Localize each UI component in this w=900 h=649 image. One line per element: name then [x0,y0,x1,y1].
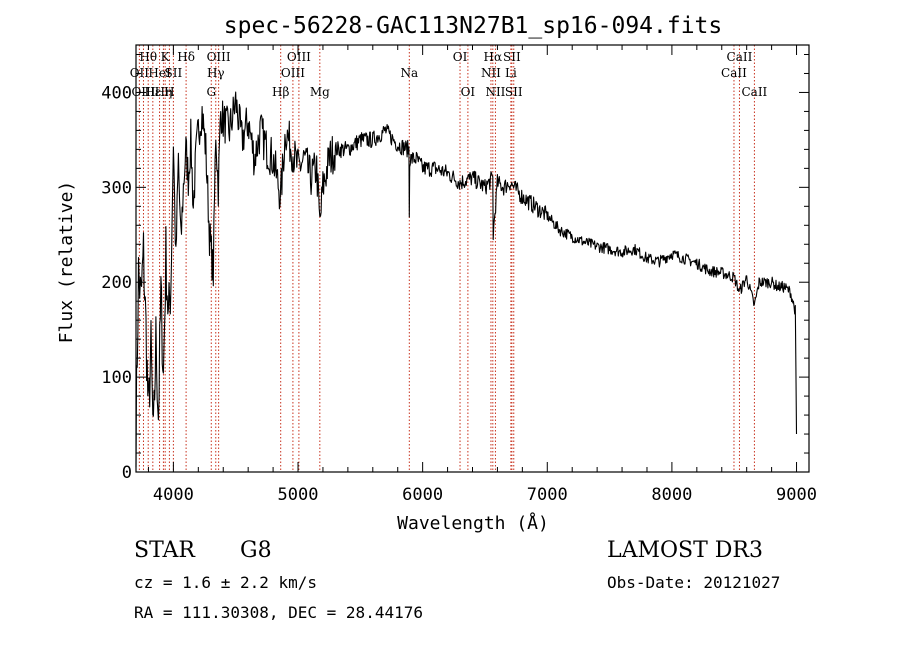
line-label: Na [400,66,418,80]
line-label: CaII [727,50,753,64]
line-label: NII [485,85,505,99]
line-label: NII [481,66,501,80]
line-label: SII [505,85,523,99]
line-label: CaII [721,66,747,80]
axes: 4000 5000 6000 7000 8000 9000 0 100 200 300 400 [101,45,817,505]
y-tick-label: 200 [101,273,132,293]
line-label: OIII [287,50,311,64]
line-label: H [164,85,174,99]
line-label: SII [503,50,521,64]
redshift-readout: cz = 1.6 ± 2.2 km/s [134,573,318,592]
y-tick-label: 300 [101,178,132,198]
coordinates: RA = 111.30308, DEC = 28.44176 [134,603,423,622]
line-label: OI [461,85,476,99]
line-label: OIII [281,66,305,80]
emission-line-markers [138,45,755,472]
line-label: Hη [155,85,173,99]
x-tick-label: 7000 [527,485,568,505]
x-tick-label: 5000 [278,485,319,505]
object-subclass: G8 [240,538,272,563]
x-tick-label: 6000 [402,485,443,505]
line-label: Hδ [177,50,195,64]
survey-name: LAMOST DR3 [607,538,763,563]
line-label: CaII [741,85,767,99]
line-label: Hγ [207,66,225,80]
x-tick-label: 9000 [776,485,817,505]
x-tick-label: 4000 [153,485,194,505]
line-label: K [161,50,171,64]
y-tick-label: 400 [101,83,132,103]
line-label: OI [453,50,468,64]
y-axis-label: Flux (relative) [56,181,77,344]
line-label: OII [130,66,150,80]
spectrum-series [135,91,798,468]
line-label: Hε [144,85,161,99]
line-label: Li [505,66,517,80]
x-axis-label: Wavelength (Å) [397,512,549,534]
obs-date: Obs-Date: 20121027 [607,573,781,592]
line-label: SII [165,66,183,80]
y-tick-label: 100 [101,368,132,388]
line-label: Hβ [272,85,289,99]
line-label: OIII [131,85,155,99]
line-label: Hθ [139,50,157,64]
line-label: HeI [148,66,171,80]
line-label: Hα [484,50,503,64]
line-label: Mg [310,85,330,99]
line-label: G [206,85,216,99]
y-tick-label: 0 [122,463,132,483]
line-label: OIII [207,50,231,64]
x-tick-label: 8000 [651,485,692,505]
spectrum-line [135,91,798,468]
chart-title: spec-56228-GAC113N27B1_sp16-094.fits [224,13,723,39]
object-class: STAR [134,538,195,563]
